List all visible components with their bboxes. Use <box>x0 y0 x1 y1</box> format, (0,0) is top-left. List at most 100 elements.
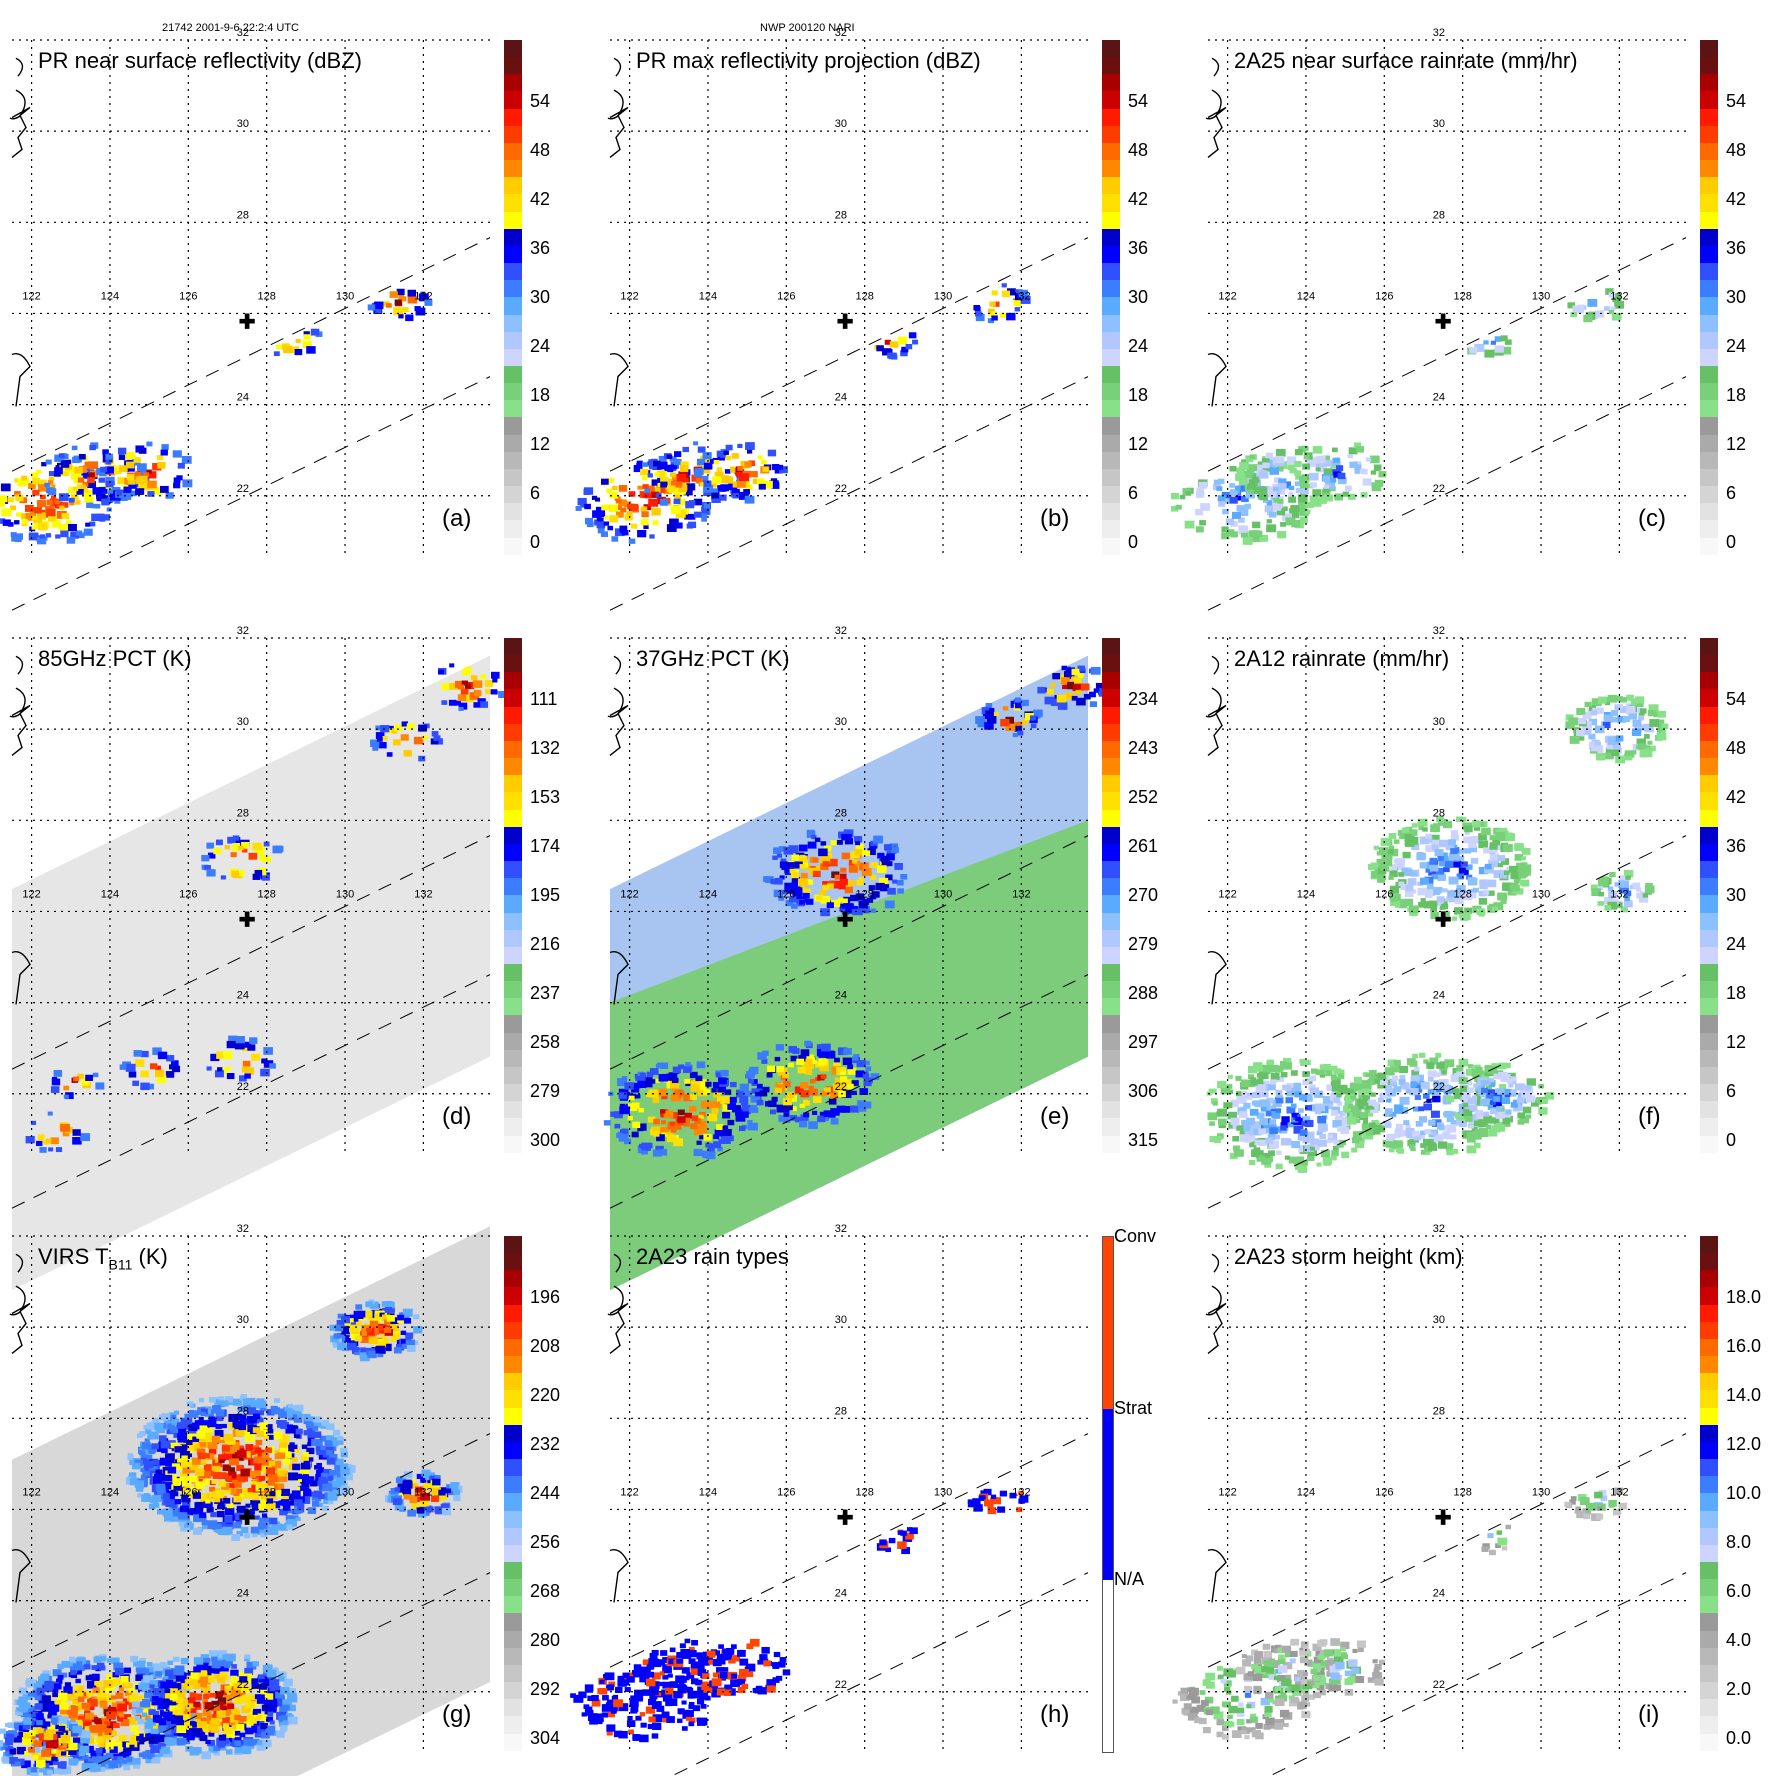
data-cell <box>1430 858 1438 864</box>
data-cell <box>1601 876 1609 882</box>
data-cell <box>147 1423 156 1430</box>
data-cell <box>818 1059 827 1066</box>
colorbar <box>1700 40 1718 555</box>
data-cell <box>629 539 636 544</box>
data-cell <box>194 1502 203 1509</box>
data-cell <box>771 879 777 884</box>
data-cell <box>167 1661 173 1666</box>
data-cell <box>293 1405 298 1409</box>
colorbar-segment <box>1102 1136 1120 1153</box>
colorbar-tick-label: 12 <box>1128 434 1148 455</box>
data-cell <box>810 1079 816 1083</box>
data-cell <box>1380 875 1386 880</box>
data-cell <box>786 1092 794 1098</box>
data-cell <box>792 854 800 860</box>
lat-tick-label: 32 <box>835 625 847 637</box>
data-cell <box>1483 890 1489 895</box>
data-cell <box>1394 839 1400 843</box>
colorbar-segment <box>1700 861 1718 878</box>
colorbar-segment <box>1102 1033 1120 1050</box>
data-cell <box>82 1703 89 1709</box>
data-cell <box>61 461 70 468</box>
data-cell <box>1300 1061 1306 1066</box>
data-cell <box>1232 512 1241 519</box>
data-cell <box>1062 685 1067 689</box>
data-cell <box>155 1470 162 1475</box>
data-cell <box>262 856 270 863</box>
data-cell <box>1435 1073 1440 1077</box>
colorbar-segment <box>1102 810 1120 827</box>
data-cell <box>292 1464 300 1470</box>
data-cell <box>199 1398 204 1402</box>
colorbar-segment <box>504 758 522 775</box>
data-cell <box>596 510 604 517</box>
colorbar-segment <box>1102 280 1120 297</box>
lon-tick-label: 126 <box>777 290 795 302</box>
data-cell <box>1331 1156 1337 1161</box>
colorbar-tick-label: 48 <box>1726 738 1746 759</box>
data-cell <box>288 1472 298 1480</box>
data-cell <box>1430 865 1439 872</box>
colorbar-segment <box>1700 1101 1718 1118</box>
colorbar-segment <box>1102 263 1120 280</box>
data-cell <box>1294 1091 1302 1097</box>
data-cell <box>842 853 850 860</box>
data-cell <box>671 1094 679 1100</box>
data-cell <box>799 845 808 852</box>
data-cell <box>1468 842 1476 848</box>
colorbar-segment <box>504 827 522 844</box>
field-layer <box>576 283 1031 544</box>
data-cell <box>727 1120 734 1125</box>
colorbar-segment <box>504 57 522 74</box>
panel-label: (f) <box>1638 1103 1661 1131</box>
panel-title: 85GHz PCT (K) <box>38 646 192 672</box>
data-cell <box>217 1067 222 1071</box>
data-cell <box>1412 1054 1418 1059</box>
data-cell <box>657 1089 666 1097</box>
data-cell <box>798 1067 806 1074</box>
data-cell <box>57 1664 64 1669</box>
data-cell <box>757 1100 764 1106</box>
data-cell <box>405 315 413 322</box>
data-cell <box>211 1480 216 1484</box>
data-cell <box>113 1723 120 1728</box>
colorbar-segment <box>504 1033 522 1050</box>
data-cell <box>1399 1066 1408 1073</box>
colorbar-segment <box>1102 469 1120 486</box>
panel-title-text: PR max reflectivity projection (dBZ) <box>636 48 981 73</box>
data-cell <box>1345 486 1352 491</box>
data-cell <box>1633 720 1642 727</box>
lat-tick-label: 24 <box>1433 990 1445 1002</box>
colorbar-segment <box>504 143 522 160</box>
data-cell <box>262 1452 269 1458</box>
colorbar-segment <box>504 486 522 503</box>
colorbar-tick-label: 30 <box>1726 885 1746 906</box>
lat-tick-label: 28 <box>237 209 249 221</box>
colorbar-tick-label: 36 <box>1726 836 1746 857</box>
colorbar-segment <box>1700 638 1718 655</box>
colorbar-segment <box>1102 964 1120 981</box>
data-cell <box>1503 844 1513 852</box>
data-cell <box>1061 666 1067 670</box>
data-cell <box>91 1763 100 1770</box>
data-cell <box>1331 1110 1338 1116</box>
data-cell <box>1324 484 1329 488</box>
data-cell <box>115 1668 124 1675</box>
lon-tick-label: 132 <box>414 290 432 302</box>
data-cell <box>847 1084 853 1089</box>
data-cell <box>994 712 999 716</box>
data-cell <box>244 1073 251 1078</box>
data-cell <box>611 536 618 541</box>
colorbar-segment <box>1700 827 1718 844</box>
colorbar-segment <box>1102 229 1120 246</box>
data-cell <box>1239 462 1247 468</box>
data-cell <box>849 866 858 873</box>
colorbar-tick-label: 261 <box>1128 836 1158 857</box>
data-cell <box>991 315 997 320</box>
data-cell <box>1636 745 1642 750</box>
colorbar-segment <box>1700 57 1718 74</box>
lat-tick-label: 30 <box>237 118 249 130</box>
data-cell <box>1649 719 1659 727</box>
data-cell <box>68 524 77 531</box>
data-cell <box>99 478 105 483</box>
